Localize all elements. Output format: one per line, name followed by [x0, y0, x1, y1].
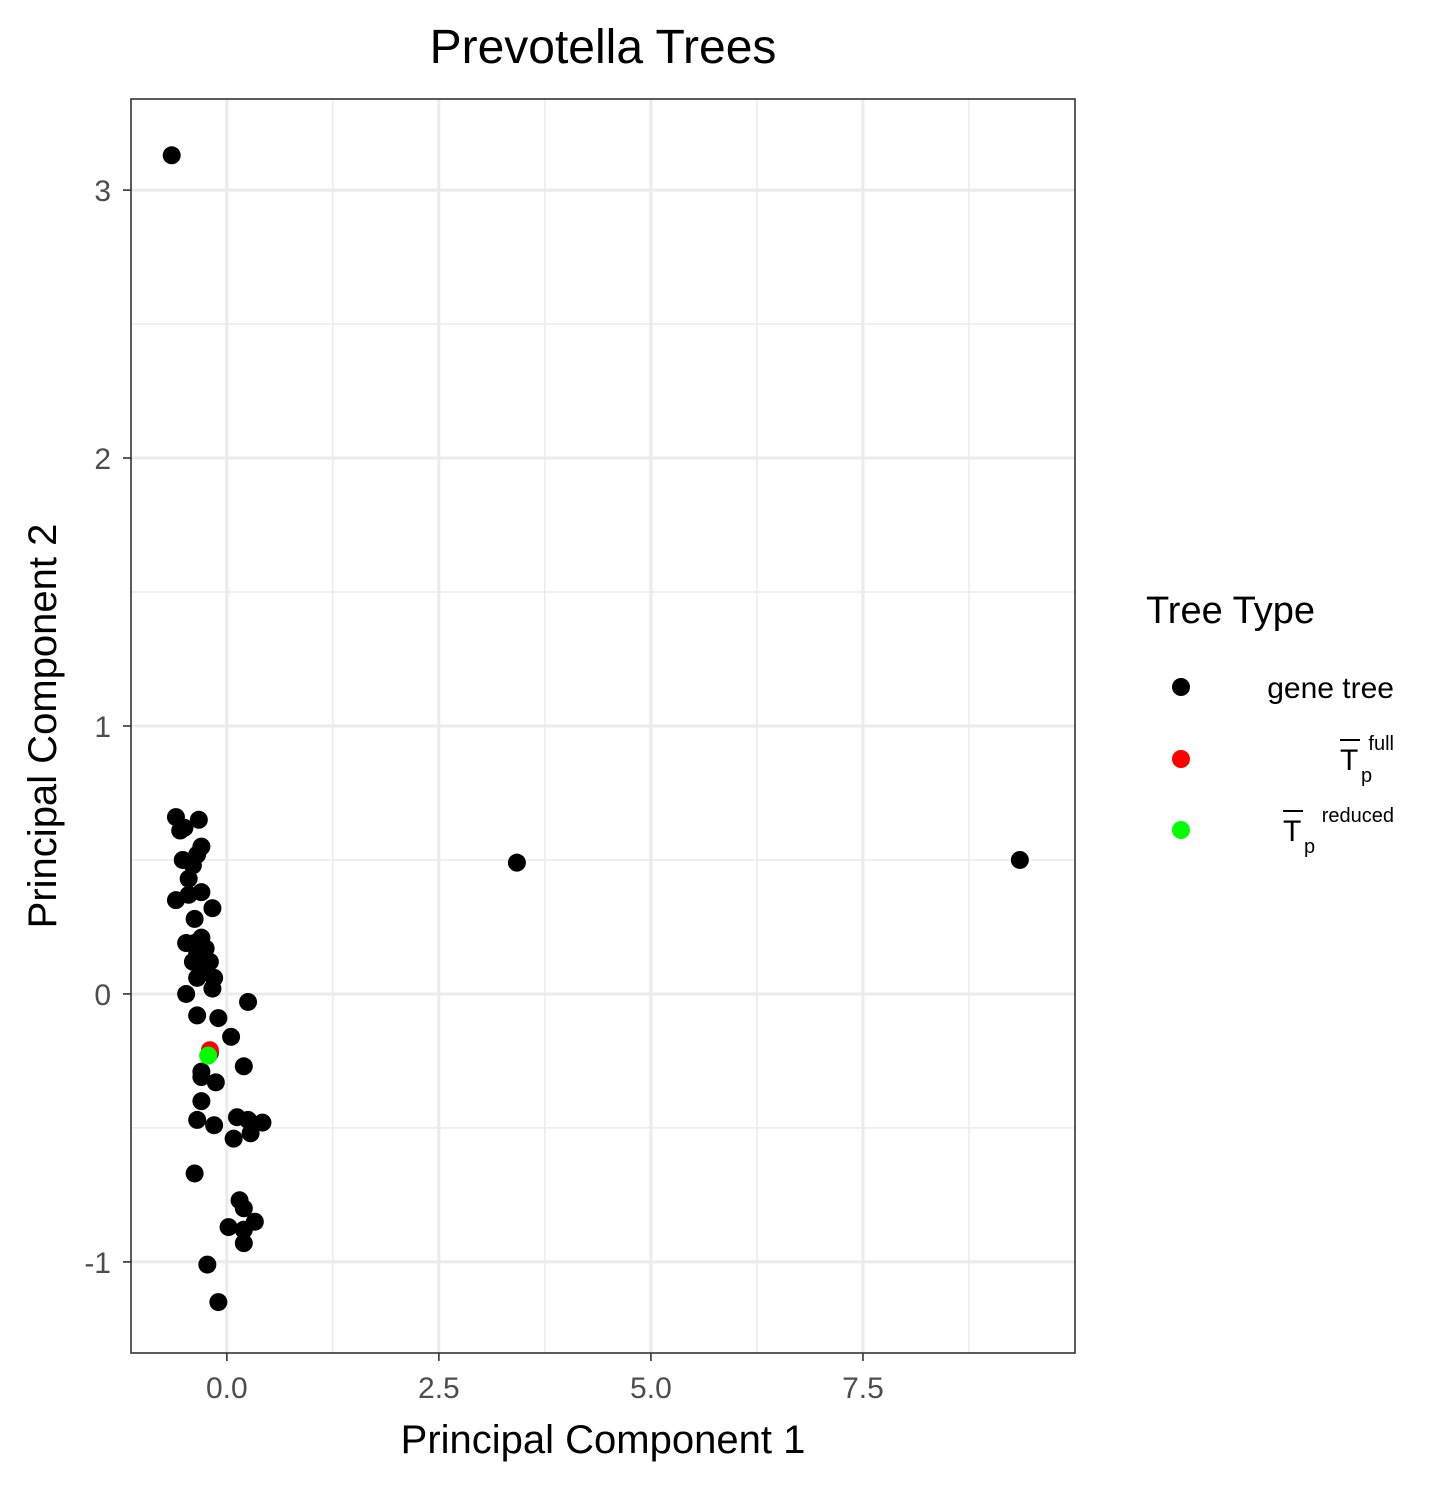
legend-label-t-reduced-base: T [1283, 815, 1301, 848]
data-point-series-0 [203, 979, 222, 998]
legend-title: Tree Type [1146, 590, 1315, 632]
x-tick-label: 7.5 [842, 1372, 884, 1405]
data-point-series-0 [1010, 850, 1029, 869]
data-point-series-0 [185, 1164, 204, 1183]
legend-key-t-reduced [1172, 821, 1190, 839]
data-point-series-0 [253, 1113, 272, 1132]
data-point-series-0 [224, 1129, 243, 1148]
legend-label-t-full-sup: full [1368, 733, 1394, 755]
legend-key-gene-tree [1172, 678, 1190, 696]
scatter-points [162, 146, 1029, 1312]
x-tick-label: 2.5 [418, 1372, 460, 1405]
data-point-series-0 [185, 909, 204, 928]
data-point-series-0 [189, 810, 208, 829]
data-point-series-0 [192, 1092, 211, 1111]
y-axis: -1 0 1 2 3 [84, 175, 131, 1280]
data-point-series-0 [209, 1009, 228, 1028]
data-point-series-0 [162, 146, 181, 165]
legend-label-t-full-sub: p [1361, 765, 1372, 787]
y-tick-label: 1 [94, 711, 111, 744]
legend: Tree Type gene tree T p full T p reduced [1146, 590, 1394, 858]
data-point-series-0 [179, 869, 198, 888]
data-point-series-0 [239, 1110, 258, 1129]
legend-label-t-reduced-sub: p [1304, 836, 1315, 858]
data-point-series-0 [198, 1255, 217, 1274]
chart-title: Prevotella Trees [430, 21, 777, 74]
data-point-series-0 [234, 1234, 253, 1253]
data-point-series-0 [175, 818, 194, 837]
data-point-series-0 [188, 968, 207, 987]
y-tick-label: 0 [94, 979, 111, 1012]
legend-label-t-reduced-sup: reduced [1322, 805, 1394, 827]
data-point-series-2 [199, 1046, 218, 1065]
data-point-series-0 [507, 853, 526, 872]
data-point-series-0 [234, 1199, 253, 1218]
legend-label-gene-tree: gene tree [1267, 672, 1394, 705]
data-point-series-0 [188, 1110, 207, 1129]
y-tick-label: 2 [94, 443, 111, 476]
y-axis-title: Principal Component 2 [21, 524, 65, 929]
data-point-series-0 [192, 1068, 211, 1087]
x-axis-title: Principal Component 1 [401, 1418, 806, 1462]
data-point-series-0 [166, 891, 185, 910]
data-point-series-0 [234, 1220, 253, 1239]
x-tick-label: 0.0 [206, 1372, 248, 1405]
data-point-series-0 [222, 1027, 241, 1046]
data-point-series-0 [205, 1116, 224, 1135]
x-axis: 0.0 2.5 5.0 7.5 [206, 1353, 884, 1405]
y-tick-label: -1 [84, 1247, 111, 1280]
data-point-series-0 [234, 1057, 253, 1076]
data-point-series-0 [206, 1073, 225, 1092]
data-point-series-0 [188, 1006, 207, 1025]
data-point-series-0 [239, 992, 258, 1011]
x-tick-label: 5.0 [630, 1372, 672, 1405]
legend-label-t-full-base: T [1340, 744, 1358, 777]
data-point-series-0 [219, 1218, 238, 1237]
data-point-series-0 [241, 1124, 260, 1143]
data-point-series-0 [209, 1293, 228, 1312]
legend-label-t-reduced: T p reduced [1283, 805, 1394, 858]
y-tick-label: 3 [94, 175, 111, 208]
data-point-series-0 [177, 984, 196, 1003]
grid-major [131, 99, 1075, 1353]
legend-label-t-full: T p full [1340, 733, 1394, 787]
data-point-series-0 [203, 899, 222, 918]
legend-key-t-full [1172, 750, 1190, 768]
